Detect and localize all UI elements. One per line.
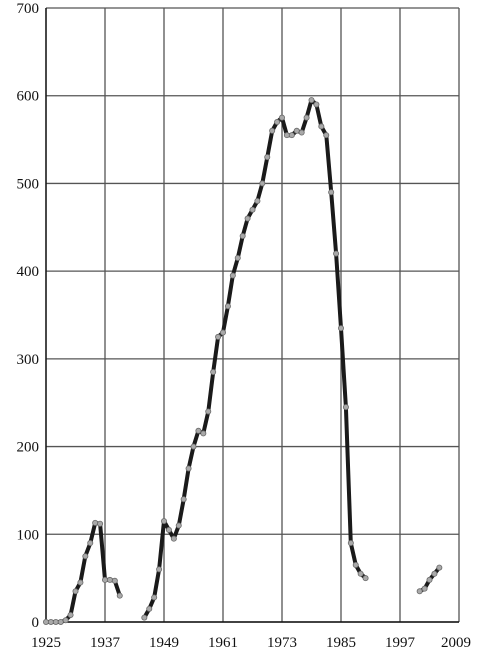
data-point [421, 585, 428, 592]
data-point [205, 408, 212, 415]
data-point [116, 592, 123, 599]
data-point [426, 576, 433, 583]
data-point [180, 496, 187, 503]
data-point [146, 605, 153, 612]
data-point [234, 254, 241, 261]
data-point [224, 303, 231, 310]
y-tick-label: 0 [32, 615, 40, 631]
y-tick-label: 100 [17, 527, 40, 543]
data-point [106, 576, 113, 583]
data-point [87, 540, 94, 547]
data-point [57, 619, 64, 626]
data-point [190, 443, 197, 450]
data-point [151, 594, 158, 601]
data-point [170, 535, 177, 542]
gridlines [45, 7, 460, 623]
data-point [200, 430, 207, 437]
data-point [102, 576, 109, 583]
data-point [288, 132, 295, 139]
data-point [185, 465, 192, 472]
data-point [283, 132, 290, 139]
x-tick-label: 2009 [441, 635, 471, 651]
data-point [337, 325, 344, 332]
y-tick-label: 400 [17, 264, 40, 280]
x-tick-label: 1925 [31, 635, 61, 651]
y-tick-label: 200 [17, 440, 40, 456]
data-point [431, 570, 438, 577]
data-points [43, 97, 443, 626]
data-point [92, 519, 99, 526]
x-tick-label: 1937 [90, 635, 121, 651]
data-point [274, 119, 281, 126]
y-axis-tick-labels: 0 100 200 300 400 500 600 700 [17, 1, 40, 631]
data-point [239, 233, 246, 240]
axes [45, 8, 459, 623]
data-point [215, 333, 222, 340]
data-point [328, 189, 335, 196]
data-point [210, 369, 217, 376]
data-point [195, 427, 202, 434]
data-point [303, 114, 310, 121]
data-point [333, 250, 340, 257]
data-point [264, 154, 271, 161]
data-point [175, 522, 182, 529]
data-point [97, 520, 104, 527]
data-point [72, 588, 79, 595]
data-point [82, 553, 89, 560]
data-point [47, 619, 54, 626]
data-point [436, 564, 443, 571]
series-line-2 [142, 98, 368, 620]
data-point [416, 588, 423, 595]
data-point [362, 575, 369, 582]
data-point [62, 617, 69, 624]
data-point [347, 540, 354, 547]
x-tick-label: 1985 [326, 635, 356, 651]
y-tick-label: 300 [17, 352, 40, 368]
data-point [111, 577, 118, 584]
data-point [244, 215, 251, 222]
x-tick-label: 1973 [267, 635, 297, 651]
data-point [308, 97, 315, 104]
x-tick-label: 1997 [385, 635, 416, 651]
y-tick-label: 700 [17, 1, 40, 17]
data-point [77, 579, 84, 586]
data-point [318, 123, 325, 130]
data-point [342, 404, 349, 411]
data-point [67, 611, 74, 618]
data-point [141, 614, 148, 621]
data-point [357, 570, 364, 577]
data-point [298, 129, 305, 136]
data-point [43, 619, 50, 626]
x-axis-tick-labels: 1925 1937 1949 1961 1973 1985 1997 2009 [31, 635, 471, 651]
data-point [156, 566, 163, 573]
data-point [323, 132, 330, 139]
data-point [352, 561, 359, 568]
data-point [254, 197, 261, 204]
data-point [313, 101, 320, 108]
x-tick-label: 1961 [208, 635, 238, 651]
data-point [165, 526, 172, 533]
data-point [278, 114, 285, 121]
data-point [269, 127, 276, 134]
y-tick-label: 500 [17, 176, 40, 192]
data-point [293, 127, 300, 134]
data-point [52, 619, 59, 626]
data-point [219, 329, 226, 336]
x-tick-label: 1949 [149, 635, 179, 651]
data-point [259, 180, 266, 187]
data-point [229, 272, 236, 279]
data-point [249, 206, 256, 213]
data-point [160, 518, 167, 525]
series-line-1 [44, 520, 122, 624]
y-tick-label: 600 [17, 89, 40, 105]
